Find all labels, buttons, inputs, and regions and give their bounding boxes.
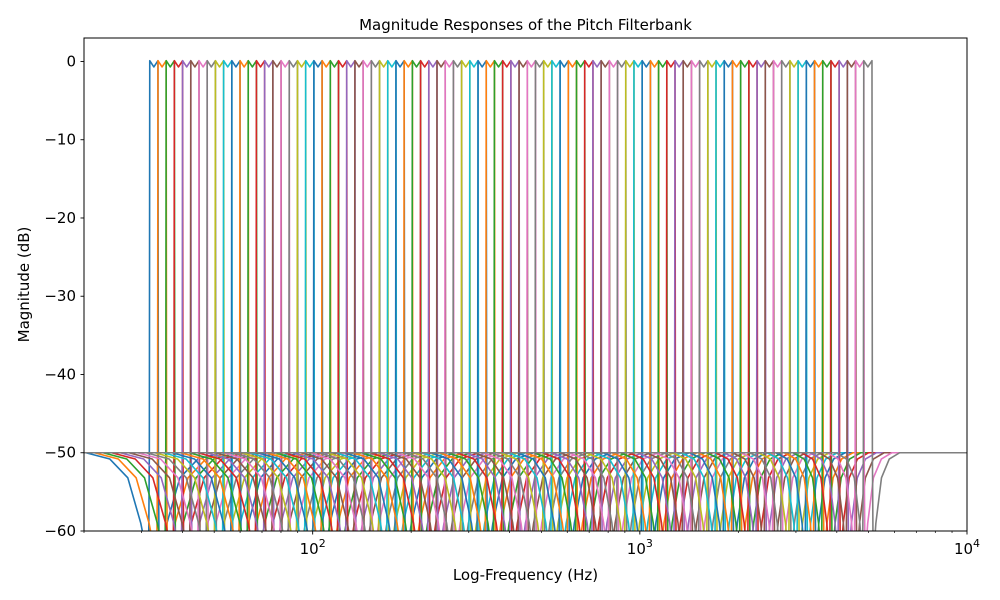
filter-curve <box>84 59 967 531</box>
filter-curve <box>84 59 967 531</box>
filter-curve <box>84 59 967 531</box>
filter-curve <box>84 59 967 531</box>
y-tick-label: −60 <box>44 522 76 540</box>
x-axis-label: Log-Frequency (Hz) <box>453 566 598 584</box>
filter-curve <box>84 59 967 531</box>
filter-curve <box>84 59 967 531</box>
filter-curve <box>84 59 967 531</box>
filter-curve <box>84 59 967 531</box>
y-tick-label: 0 <box>66 52 76 70</box>
filter-curve <box>84 59 967 531</box>
x-tick-label: 102 <box>300 537 326 558</box>
filter-curve <box>84 59 967 531</box>
filter-curve <box>84 59 967 531</box>
filter-curve <box>84 59 967 531</box>
filter-curve <box>84 59 967 531</box>
filter-curve <box>84 59 967 531</box>
filter-curves <box>84 59 967 531</box>
y-tick-label: −50 <box>44 444 76 462</box>
y-tick-label: −20 <box>44 209 76 227</box>
filter-curve <box>84 59 967 531</box>
filter-curve <box>84 59 967 531</box>
chart-title: Magnitude Responses of the Pitch Filterb… <box>359 16 692 34</box>
filter-curve <box>84 59 967 531</box>
filter-curve <box>84 59 967 531</box>
filter-curve <box>84 59 967 531</box>
filter-curve <box>84 59 967 531</box>
filter-curve <box>84 59 967 531</box>
filter-curve <box>84 59 967 531</box>
filter-curve <box>84 59 967 531</box>
filter-curve <box>84 59 967 531</box>
x-axis: 102 103 104 <box>83 531 980 558</box>
filter-curve <box>84 59 967 531</box>
filter-curve <box>84 59 967 531</box>
filter-curve <box>84 59 967 531</box>
filter-curve <box>84 59 967 531</box>
filter-curve <box>84 59 967 531</box>
x-tick-label: 104 <box>954 537 980 558</box>
y-tick-label: −40 <box>44 365 76 383</box>
filter-curve <box>84 59 967 531</box>
filter-curve <box>84 59 967 531</box>
filter-curve <box>84 59 967 531</box>
filter-curve <box>84 59 967 531</box>
y-axis: 0 −10 −20 −30 −40 −50 −60 <box>44 52 84 540</box>
filter-curve <box>84 59 967 531</box>
y-tick-label: −10 <box>44 131 76 149</box>
filter-curve <box>84 59 967 531</box>
filter-curve <box>84 59 967 531</box>
filter-curve <box>84 59 967 531</box>
filter-curve <box>84 59 967 531</box>
filter-curve <box>84 59 967 531</box>
filter-curve <box>84 59 967 531</box>
x-tick-label: 103 <box>627 537 653 558</box>
filter-curve <box>84 59 967 531</box>
filter-curve <box>84 59 967 531</box>
filter-curve <box>84 59 967 531</box>
y-axis-label: Magnitude (dB) <box>15 227 33 343</box>
plot-frame <box>83 37 968 532</box>
filter-curve <box>84 59 967 531</box>
filter-curve <box>84 59 967 531</box>
filter-curve <box>84 59 967 531</box>
filter-curve <box>84 59 967 531</box>
filter-curve <box>84 59 967 531</box>
filter-curve <box>84 59 967 531</box>
filter-curve <box>84 59 967 531</box>
filter-curve <box>84 59 967 531</box>
y-tick-label: −30 <box>44 287 76 305</box>
